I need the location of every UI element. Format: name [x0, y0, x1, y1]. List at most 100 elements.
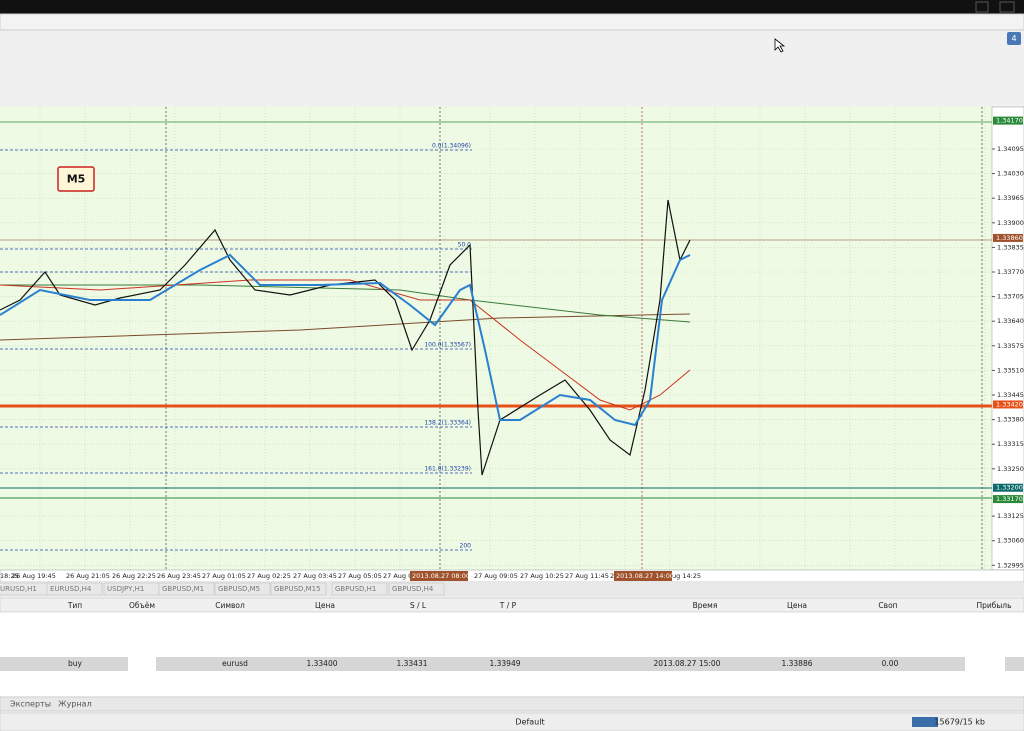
- tab-label: URUSD,H1: [0, 585, 37, 593]
- badge-count: 4: [1011, 34, 1016, 43]
- time-marker-label: 2013.08.27 14:00: [616, 572, 674, 580]
- fibo-labels: 0.0(1.34096) 50.0 100.0(1.33567) 138.2(1…: [424, 143, 471, 550]
- price-scale: 1.34095 1.34030 1.33965 1.33900 1.33835 1.337…: [992, 116, 1024, 569]
- price-label: 1.32995: [997, 561, 1024, 569]
- tab[interactable]: [388, 582, 445, 596]
- connection-indicator: [912, 717, 938, 727]
- column-header: S / L: [410, 601, 427, 610]
- ma-red: [0, 279, 691, 411]
- cell: 0.00: [882, 659, 899, 668]
- price-label: 1.33575: [997, 342, 1024, 350]
- price-tag-label: 1.33860: [996, 234, 1023, 242]
- price-tag-label: 1.33200: [996, 484, 1023, 492]
- ma-fast: [0, 253, 691, 427]
- tab-label: GBPUSD,M5: [218, 585, 260, 593]
- trade-panel: Тип Объём Символ Цена S / L T / P Время Цена Сво…: [0, 597, 1024, 696]
- price-label: 1.34030: [997, 170, 1024, 178]
- price-line: [0, 199, 691, 476]
- price-tag-label: 1.33420: [996, 400, 1023, 408]
- time-label: 26 Aug 19:45: [12, 572, 56, 580]
- time-label: 27 Aug 0: [383, 572, 412, 580]
- status-bar: [0, 712, 1024, 731]
- table-header: [0, 597, 1024, 613]
- price-tag: [993, 495, 1023, 504]
- cell: buy: [68, 659, 83, 668]
- period-separators: [165, 107, 983, 570]
- status-profile: Default: [515, 718, 544, 727]
- price-tag: [993, 400, 1023, 409]
- chart-panel: 0.0(1.34096) 50.0 100.0(1.33567) 138.2(1…: [0, 106, 1024, 583]
- tab-label: GBPUSD,M1: [162, 585, 204, 593]
- time-label: 18:25: [0, 572, 19, 580]
- price-label: 1.33380: [997, 416, 1024, 424]
- fibo-label: 50.0: [458, 242, 472, 249]
- fibo-label: 0.0(1.34096): [432, 143, 471, 150]
- chart-background: [0, 107, 992, 570]
- price-label: 1.33705: [997, 293, 1024, 301]
- volume-cell: [128, 657, 156, 671]
- table-background: [0, 598, 1024, 696]
- column-header: Символ: [215, 601, 245, 610]
- notification-badge[interactable]: [1007, 32, 1021, 45]
- table-columns: Тип Объём Символ Цена S / L T / P Время Цена Сво…: [67, 601, 1012, 610]
- price-tag: [993, 116, 1023, 125]
- fibo-label: 200: [460, 543, 472, 550]
- price-label: 1.33900: [997, 219, 1024, 227]
- column-header: T / P: [499, 601, 517, 610]
- time-label: 27 Aug 05:05: [338, 572, 382, 580]
- cell: 1.33886: [781, 659, 812, 668]
- time-label: 27 Aug 03:45: [293, 572, 337, 580]
- title-bar: [0, 0, 1024, 14]
- time-label: 26 Aug 23:45: [157, 572, 201, 580]
- price-label: 1.33315: [997, 440, 1024, 448]
- cell: eurusd: [222, 659, 248, 668]
- time-marker-label: 2013.08.27 08:00: [412, 572, 470, 580]
- grid: [0, 107, 992, 570]
- tab-label: EURUSD,H4: [50, 585, 92, 593]
- column-header: Цена: [787, 601, 807, 610]
- column-header: Прибыль: [976, 601, 1011, 610]
- time-label: ug 14:25: [672, 572, 701, 580]
- bottom-tabs: [0, 696, 1024, 712]
- cell: 1.33431: [396, 659, 427, 668]
- price-label: 1.33510: [997, 366, 1024, 374]
- bottom-tab[interactable]: Эксперты: [10, 700, 51, 709]
- symbol-tabs: URUSD,H1 EURUSD,H4 USDJPY,H1 GBPUSD,M1 GBPUS…: [0, 582, 445, 596]
- table-row: [0, 657, 1024, 671]
- tab[interactable]: [214, 582, 271, 596]
- price-label: 1.33060: [997, 537, 1024, 545]
- time-label: 26 Aug 22:25: [112, 572, 156, 580]
- tab-label: GBPUSD,H1: [335, 585, 376, 593]
- column-header: Объём: [129, 601, 155, 610]
- fibo-label: 138.2(1.33364): [424, 420, 471, 427]
- price-tag: [993, 233, 1023, 242]
- close-button[interactable]: [999, 1, 1015, 13]
- price-label: 1.33445: [997, 391, 1024, 399]
- price-tag-label: 1.33170: [996, 495, 1023, 503]
- tab-label: USDJPY,H1: [107, 585, 144, 593]
- tab[interactable]: [270, 582, 327, 596]
- price-label: 1.33125: [997, 512, 1024, 520]
- tab[interactable]: [46, 582, 103, 596]
- fibo-lines: [0, 149, 472, 551]
- tab[interactable]: [331, 582, 388, 596]
- status-traffic: 15679/15 kb: [934, 718, 985, 727]
- minimize-button[interactable]: [975, 1, 989, 13]
- timeframe-label: M5: [67, 173, 86, 186]
- fibo-label: 100.0(1.33567): [424, 342, 471, 349]
- tab-label: GBPUSD,M15: [274, 585, 321, 593]
- time-label: 2: [610, 572, 614, 580]
- column-header: Своп: [878, 601, 897, 610]
- time-label: 27 Aug 11:45: [565, 572, 609, 580]
- cell: 1.33400: [306, 659, 337, 668]
- bottom-tab[interactable]: Журнал: [58, 700, 92, 709]
- time-label: 27 Aug 10:25: [520, 572, 564, 580]
- price-label: 1.33835: [997, 243, 1024, 251]
- price-label: 1.33250: [997, 465, 1024, 473]
- price-tag-label: 1.34170: [996, 117, 1023, 125]
- column-header: Цена: [315, 601, 335, 610]
- tab[interactable]: [158, 582, 215, 596]
- timeframe-box: [57, 166, 95, 192]
